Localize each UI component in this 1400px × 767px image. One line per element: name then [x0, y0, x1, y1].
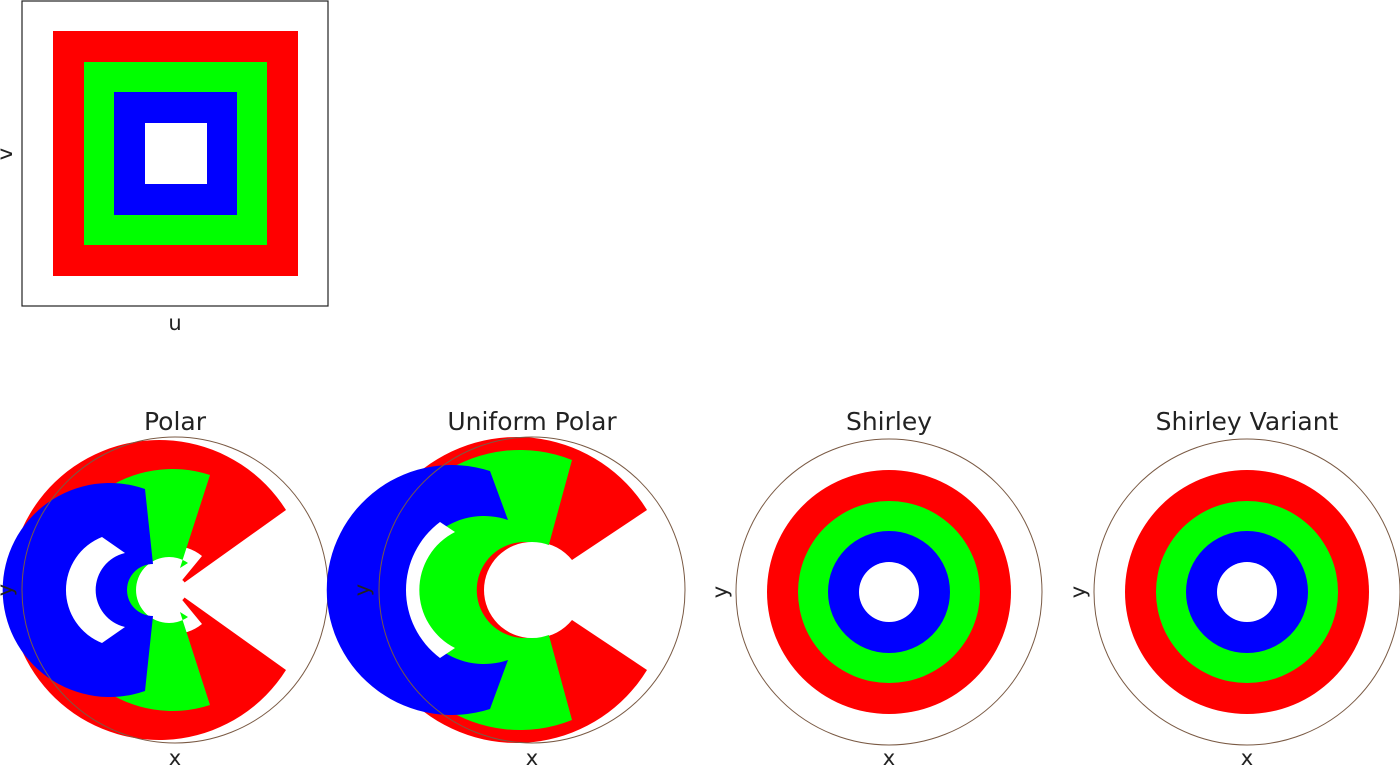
- uniform-polar-unit-circle: [378, 436, 686, 744]
- uniform-polar-center-hole: [484, 542, 580, 638]
- shirley-panel: Shirley x y: [708, 407, 1043, 767]
- shirley-title: Shirley: [846, 407, 932, 436]
- polar-center-hole: [161, 577, 187, 603]
- uv-center: [145, 123, 207, 184]
- shirley-variant-center: [1217, 562, 1277, 622]
- uniform-polar-panel: Uniform Polar x y: [326, 407, 686, 767]
- polar-ylabel: y: [0, 584, 17, 596]
- shirley-unit-circle: [735, 438, 1043, 746]
- uniform-polar-ylabel: y: [350, 584, 374, 596]
- uniform-polar-xlabel: x: [526, 746, 538, 767]
- uniform-polar-title: Uniform Polar: [447, 407, 617, 436]
- uv-ylabel: v: [0, 148, 17, 160]
- polar-xlabel: x: [169, 746, 181, 767]
- polar-title: Polar: [144, 407, 207, 436]
- uv-xlabel: u: [168, 311, 181, 335]
- shirley-variant-xlabel: x: [1241, 746, 1253, 767]
- uv-frame: [21, 0, 329, 307]
- polar-panel: Polar x y: [0, 407, 329, 767]
- shirley-variant-unit-circle: [1093, 438, 1400, 746]
- shirley-variant-title: Shirley Variant: [1156, 407, 1339, 436]
- uniform-polar-white-arc: [406, 522, 455, 658]
- shirley-variant-ylabel: y: [1066, 586, 1090, 598]
- shirley-xlabel: x: [883, 746, 895, 767]
- polar-white-arc: [65, 537, 125, 643]
- uniform-polar-blue-arc: [326, 465, 508, 716]
- shirley-ylabel: y: [708, 586, 732, 598]
- uv-square-panel: u v: [0, 0, 329, 335]
- shirley-center: [859, 562, 919, 622]
- shirley-variant-panel: Shirley Variant x y: [1066, 407, 1400, 767]
